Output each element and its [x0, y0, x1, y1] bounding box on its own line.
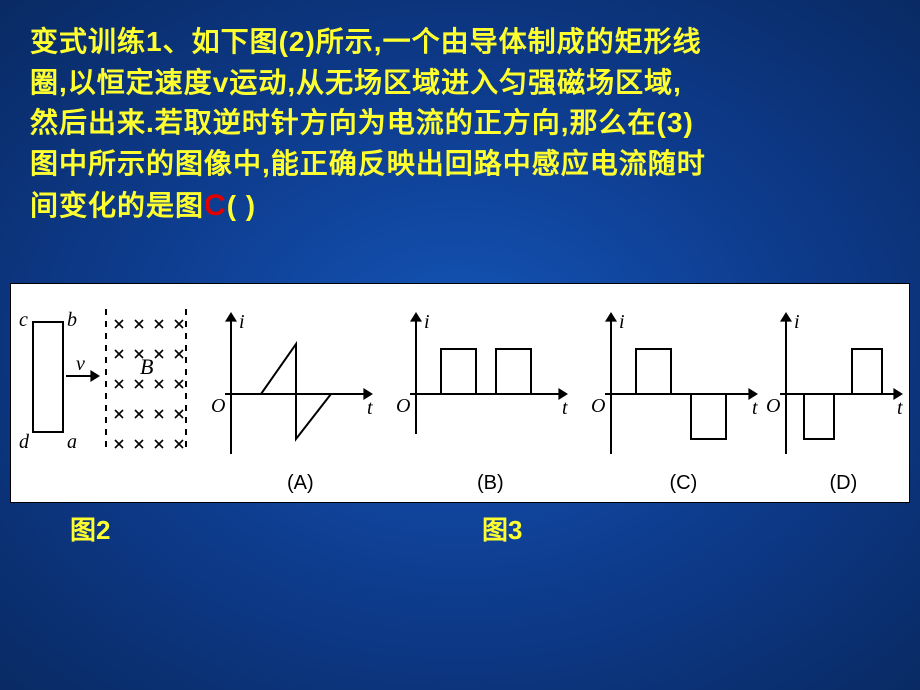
answer-letter: C: [204, 189, 227, 222]
svg-text:i: i: [239, 311, 245, 333]
svg-text:O: O: [396, 395, 410, 417]
svg-text:t: t: [897, 397, 903, 419]
svg-text:t: t: [562, 397, 568, 419]
svg-text:(A): (A): [287, 472, 314, 494]
svg-text:O: O: [591, 395, 605, 417]
svg-text:c: c: [19, 309, 28, 331]
svg-text:O: O: [211, 395, 225, 417]
svg-text:t: t: [367, 397, 373, 419]
q-tail: ( ): [227, 190, 256, 221]
svg-text:v: v: [76, 353, 85, 375]
svg-text:i: i: [794, 311, 800, 333]
question-text: 变式训练1、如下图(2)所示,一个由导体制成的矩形线 圈,以恒定速度v运动,从无…: [30, 22, 890, 228]
svg-text:(B): (B): [477, 472, 504, 494]
svg-text:b: b: [67, 309, 77, 331]
q-line-3: 然后出来.若取逆时针方向为电流的正方向,那么在(3): [30, 107, 694, 138]
q-line-1: 变式训练1、如下图(2)所示,一个由导体制成的矩形线: [30, 26, 702, 57]
svg-text:d: d: [19, 431, 30, 453]
svg-text:i: i: [619, 311, 625, 333]
q-line-4: 图中所示的图像中,能正确反映出回路中感应电流随时: [30, 148, 706, 179]
q-line-2: 圈,以恒定速度v运动,从无场区域进入匀强磁场区域,: [30, 67, 682, 98]
svg-text:O: O: [766, 395, 780, 417]
svg-text:a: a: [67, 431, 77, 453]
svg-text:t: t: [752, 397, 758, 419]
svg-text:B: B: [140, 354, 153, 379]
label-fig3: 图3: [482, 510, 522, 547]
svg-text:(C): (C): [670, 472, 698, 494]
figure-svg: cbdavBitO(A)itO(B)itO(C)itO(D): [11, 284, 911, 504]
q-line-5: 间变化的是图: [30, 190, 204, 221]
figure-panel: cbdavBitO(A)itO(B)itO(C)itO(D): [10, 283, 910, 503]
label-fig2: 图2: [70, 510, 110, 547]
svg-text:i: i: [424, 311, 430, 333]
svg-text:(D): (D): [830, 472, 858, 494]
